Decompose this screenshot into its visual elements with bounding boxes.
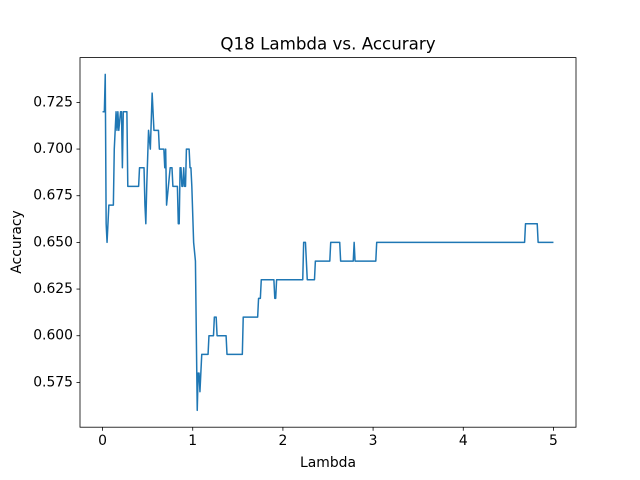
y-tick-label: 0.700 bbox=[33, 141, 73, 157]
y-tick-label: 0.675 bbox=[33, 188, 73, 204]
y-axis-label: Accuracy bbox=[9, 210, 25, 273]
x-tick-label: 5 bbox=[549, 433, 558, 449]
chart-title: Q18 Lambda vs. Accurary bbox=[220, 34, 435, 54]
x-tick-label: 1 bbox=[188, 433, 197, 449]
y-tick-label: 0.725 bbox=[33, 94, 73, 110]
x-tick-label: 3 bbox=[369, 433, 378, 449]
y-tick-label: 0.575 bbox=[33, 374, 73, 390]
plot-frame bbox=[79, 57, 577, 428]
data-line bbox=[102, 73, 554, 412]
x-tick-label: 2 bbox=[278, 433, 287, 449]
y-tick-label: 0.650 bbox=[33, 234, 73, 250]
x-tick-label: 0 bbox=[98, 433, 107, 449]
x-tick-label: 4 bbox=[459, 433, 468, 449]
x-axis-label: Lambda bbox=[300, 455, 356, 471]
y-tick-label: 0.625 bbox=[33, 281, 73, 297]
y-tick-label: 0.600 bbox=[33, 328, 73, 344]
